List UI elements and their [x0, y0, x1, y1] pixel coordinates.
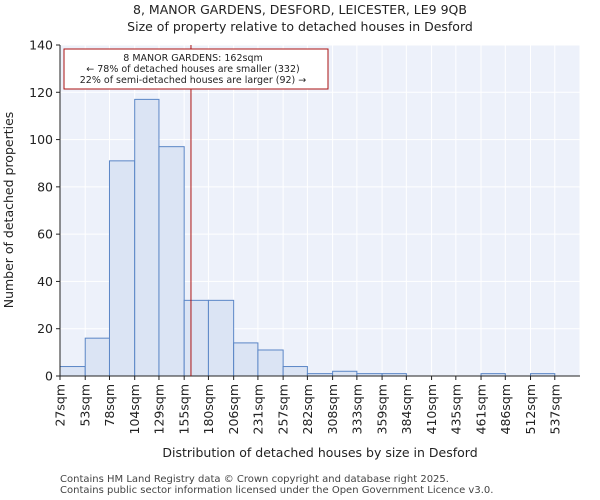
x-tick-label-155sqm: 155sqm — [177, 384, 192, 434]
x-tick-label-104sqm: 104sqm — [127, 384, 142, 434]
y-tick-label-120: 120 — [29, 85, 53, 100]
chart-title: 8, MANOR GARDENS, DESFORD, LEICESTER, LE… — [133, 2, 467, 17]
y-tick-label-20: 20 — [37, 321, 53, 336]
y-tick-label-140: 140 — [29, 38, 53, 53]
bars — [59, 98, 556, 377]
bar-257sqm — [282, 366, 308, 377]
x-tick-label-359sqm: 359sqm — [375, 384, 390, 434]
bar-155sqm — [183, 299, 209, 377]
x-tick-label-384sqm: 384sqm — [399, 384, 414, 434]
bar-206sqm — [233, 342, 259, 377]
x-tick-label-486sqm: 486sqm — [498, 384, 513, 434]
axes — [59, 45, 580, 377]
x-tick-label-435sqm: 435sqm — [448, 384, 463, 434]
x-tick-label-53sqm: 53sqm — [78, 384, 93, 427]
x-tick-label-410sqm: 410sqm — [424, 384, 439, 434]
y-tick-label-100: 100 — [29, 132, 53, 147]
x-tick-label-537sqm: 537sqm — [547, 384, 562, 434]
x-tick-label-231sqm: 231sqm — [250, 384, 265, 434]
x-tick-label-78sqm: 78sqm — [102, 384, 117, 427]
annotation-line-2: ← 78% of detached houses are smaller (33… — [86, 64, 299, 75]
bar-180sqm — [207, 299, 235, 377]
y-tick-label-0: 0 — [45, 369, 53, 384]
y-ticks: 0 20 40 60 80 100 120 140 — [29, 38, 60, 384]
y-axis-label: Number of detached properties — [1, 112, 16, 309]
x-tick-label-206sqm: 206sqm — [226, 384, 241, 434]
footer-line-1: Contains HM Land Registry data © Crown c… — [60, 474, 449, 485]
bar-308sqm — [332, 370, 358, 377]
x-tick-label-27sqm: 27sqm — [53, 384, 68, 427]
footer-line-2: Contains public sector information licen… — [60, 485, 494, 496]
x-tick-label-282sqm: 282sqm — [300, 384, 315, 434]
bar-231sqm — [257, 349, 284, 377]
bar-78sqm — [108, 160, 136, 377]
bar-53sqm — [84, 337, 110, 377]
chart-subtitle: Size of property relative to detached ho… — [127, 19, 473, 34]
y-tick-label-80: 80 — [37, 179, 53, 194]
y-tick-label-60: 60 — [37, 227, 53, 242]
bar-104sqm — [134, 98, 160, 377]
bar-27sqm — [59, 366, 86, 377]
x-tick-label-257sqm: 257sqm — [276, 384, 291, 434]
annotation-line-3: 22% of semi-detached houses are larger (… — [80, 75, 307, 86]
bar-129sqm — [158, 146, 185, 377]
x-ticks: 27sqm 53sqm 78sqm 104sqm 129sqm 155sqm 180sqm 2… — [53, 376, 562, 434]
x-tick-label-180sqm: 180sqm — [201, 384, 216, 434]
x-tick-label-129sqm: 129sqm — [151, 384, 166, 434]
annotation-line-1: 8 MANOR GARDENS: 162sqm — [123, 53, 262, 64]
x-tick-label-333sqm: 333sqm — [349, 384, 364, 434]
annotation-box: 8 MANOR GARDENS: 162sqm ← 78% of detache… — [63, 48, 329, 90]
x-tick-label-308sqm: 308sqm — [325, 384, 340, 434]
y-tick-label-40: 40 — [37, 274, 53, 289]
x-tick-label-512sqm: 512sqm — [523, 384, 538, 434]
x-tick-label-461sqm: 461sqm — [474, 384, 489, 434]
x-axis-label: Distribution of detached houses by size … — [162, 445, 477, 460]
